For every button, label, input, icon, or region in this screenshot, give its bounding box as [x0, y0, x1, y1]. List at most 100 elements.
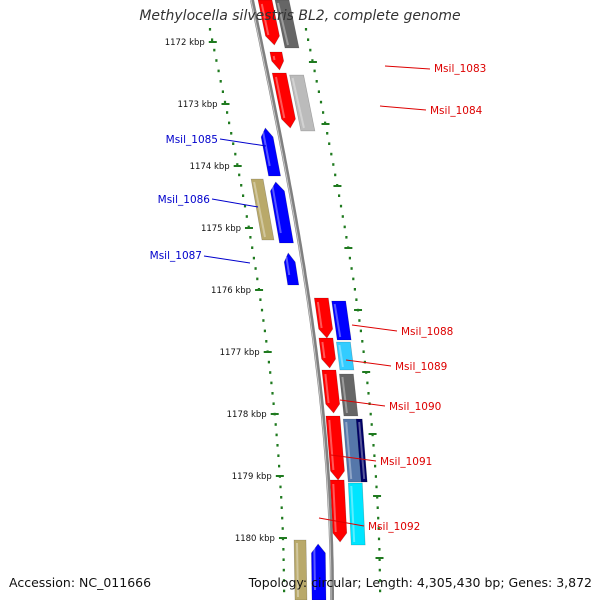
gene-label-msil-1087[interactable]: Msil_1087: [150, 250, 251, 264]
scale-dot: [369, 412, 372, 416]
scale-dot: [367, 392, 370, 395]
scale-dot: [278, 464, 281, 468]
scale-dot: [374, 475, 377, 478]
feature-gene-1084: [271, 72, 296, 129]
feature-cds-1089: [336, 341, 355, 371]
leader-line: [219, 138, 267, 147]
gene-name[interactable]: Msil_1084: [430, 105, 483, 117]
scale-dot: [376, 506, 379, 509]
scale-tick-label: 1176 kbp: [211, 286, 251, 296]
leader-line: [203, 255, 251, 264]
scale-dot: [339, 204, 343, 208]
scale-dot: [234, 152, 237, 156]
gene-label-msil-1090[interactable]: Msil_1090: [339, 399, 441, 413]
scale-dot: [254, 267, 257, 270]
scale-dot: [226, 111, 229, 114]
scale-dot: [378, 579, 382, 582]
scale-dot: [313, 69, 316, 73]
scale-dot: [374, 464, 377, 468]
scale-dot: [249, 236, 252, 239]
scale-dot: [276, 444, 279, 447]
scale-dot: [208, 28, 212, 31]
scale-tick-label: 1177 kbp: [220, 348, 260, 358]
scale-dot: [279, 485, 282, 489]
gene-name[interactable]: Msil_1083: [434, 63, 486, 75]
scale-dot: [343, 225, 346, 229]
gene-name[interactable]: Msil_1086: [158, 194, 211, 206]
gene-label-msil-1088[interactable]: Msil_1088: [351, 324, 453, 338]
gene-label-msil-1091[interactable]: Msil_1091: [330, 454, 432, 468]
scale-dot: [245, 215, 248, 218]
scale-dot: [377, 537, 381, 541]
scale-dot: [252, 256, 255, 260]
leader-line: [345, 359, 392, 367]
gene-name[interactable]: Msil_1089: [395, 361, 447, 373]
scale-dot: [359, 329, 362, 333]
scale-dot: [223, 100, 227, 104]
gene-label-msil-1092[interactable]: Msil_1092: [318, 517, 420, 533]
scale-tick-label: 1178 kbp: [227, 410, 267, 420]
scale-dot: [280, 496, 283, 499]
scale-dot: [262, 319, 265, 322]
leader-line: [318, 517, 365, 527]
scale-tick-label: 1174 kbp: [190, 162, 230, 172]
feature-cds-bottom: [293, 539, 308, 600]
gene-label-msil-1083[interactable]: Msil_1083: [384, 63, 486, 75]
scale-dot: [352, 277, 355, 281]
scale-dot: [376, 496, 379, 499]
gene-label-msil-1085[interactable]: Msil_1085: [166, 134, 267, 147]
scale-dot: [270, 381, 273, 385]
scale-dot: [240, 184, 243, 187]
feature-gene-1088: [313, 297, 334, 339]
gene-name[interactable]: Msil_1090: [389, 401, 441, 413]
scale-dot: [378, 558, 381, 561]
scale-dot: [232, 142, 235, 145]
feature-gene-1090: [321, 369, 341, 414]
gene-name[interactable]: Msil_1092: [368, 521, 420, 533]
gene-name[interactable]: Msil_1087: [150, 250, 202, 262]
scale-dot: [377, 527, 380, 530]
gene-label-msil-1086[interactable]: Msil_1086: [158, 194, 259, 208]
feature-cds-1088: [331, 300, 352, 341]
scale-dot: [332, 163, 335, 166]
scale-dot: [247, 225, 250, 229]
scale-dot: [375, 485, 378, 489]
scale-tick-label: 1172 kbp: [165, 38, 205, 48]
scale-dot: [326, 132, 329, 135]
feature-tracks: [250, 0, 368, 600]
scale-dot: [377, 516, 380, 520]
gene-name[interactable]: Msil_1088: [401, 326, 453, 338]
scale-dot: [341, 215, 344, 218]
leader-line: [384, 65, 431, 70]
feature-gene-1086: [270, 181, 294, 244]
feature-gene-top: [257, 0, 280, 46]
leader-line: [211, 198, 259, 208]
scale-dot: [361, 340, 364, 343]
scale-dot: [355, 298, 358, 301]
scale-dot: [238, 173, 241, 177]
scale-ticks: 1172 kbp 1173 kbp 1174 kbp 1175 kbp 1176 kbp…: [165, 28, 384, 593]
scale-dot: [281, 516, 284, 520]
scale-dot: [379, 589, 382, 593]
scale-dot: [215, 59, 218, 62]
scale-dot: [259, 298, 262, 301]
gene-name[interactable]: Msil_1085: [166, 134, 218, 146]
scale-dot: [236, 163, 239, 166]
gene-name[interactable]: Msil_1091: [380, 456, 432, 468]
feature-gene-bottom: [311, 543, 327, 600]
feature-cds-1091b: [355, 418, 368, 483]
leader-line: [330, 454, 377, 462]
gene-label-msil-1089[interactable]: Msil_1089: [345, 359, 447, 373]
summary-text: Topology: circular; Length: 4,305,430 bp…: [248, 575, 592, 590]
gene-label-msil-1084[interactable]: Msil_1084: [379, 105, 483, 117]
scale-tick-label: 1179 kbp: [232, 472, 272, 482]
scale-dot: [358, 319, 361, 322]
scale-dot: [280, 506, 283, 509]
backbone: [250, 0, 334, 600]
scale-dot: [282, 558, 285, 561]
scale-dot: [213, 48, 216, 52]
scale-dot: [243, 204, 247, 208]
scale-tick-label: 1175 kbp: [201, 224, 241, 234]
scale-dot: [350, 267, 353, 270]
